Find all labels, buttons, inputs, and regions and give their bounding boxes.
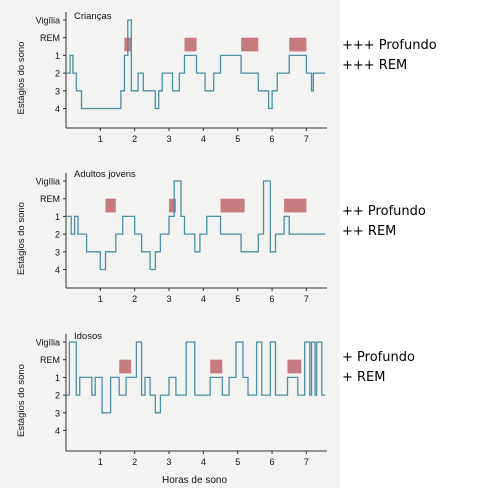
young-adults-y-tick-label: 1 [55,212,60,222]
children-y-tick-label: 3 [55,86,60,96]
children-y-tick-label: Vigília [36,16,60,26]
note-elderly-deep: + Profundo [342,350,415,365]
young-adults-hypnogram-line [66,180,326,271]
young-adults-y-tick-label: 3 [55,247,60,257]
elderly-y-tick-label: 3 [55,408,60,418]
young-adults-rem-block-1 [105,198,116,213]
elderly-x-tick-label: 2 [132,457,137,467]
elderly-x-axis-label: Horas de sono [162,475,227,486]
note-children-deep: +++ Profundo [342,38,437,53]
elderly-x-tick-label: 5 [235,457,240,467]
elderly-rem-block-3 [287,359,302,374]
elderly-y-tick-label: REM [40,355,60,365]
children-x-tick-label: 1 [98,134,103,144]
children-y-tick-label: 1 [55,51,60,61]
elderly-x-tick-label: 6 [270,457,275,467]
young-adults-x-tick-label: 3 [167,294,172,304]
elderly-rem-block-2 [210,359,223,374]
children-rem-block-4 [289,37,307,52]
young-adults-y-tick-label: REM [40,194,60,204]
children-x-tick-label: 6 [270,134,275,144]
elderly-hypnogram-line [66,341,326,414]
elderly-y-axis-label: Estágios do sono [16,364,27,437]
children-hypnogram-line [66,19,326,110]
elderly-x-tick-label: 3 [167,457,172,467]
elderly-panel-title: Idosos [74,331,102,342]
young-adults-x-tick-label: 2 [132,294,137,304]
children-x-tick-label: 2 [132,134,137,144]
children-x-tick-label: 4 [201,134,206,144]
elderly-y-tick-label: 1 [55,373,60,383]
young-adults-rem-block-3 [220,198,245,213]
young-adults-x-tick-label: 7 [304,294,309,304]
young-adults-y-tick-label: Vigília [36,177,60,187]
young-adults-rem-block-4 [284,198,307,213]
elderly-x-tick-label: 1 [98,457,103,467]
young-adults-x-tick-label: 5 [235,294,240,304]
elderly-x-tick-label: 4 [201,457,206,467]
children-y-tick-label: 4 [55,104,60,114]
note-young-adults-deep: ++ Profundo [342,204,426,219]
young-adults-x-tick-label: 1 [98,294,103,304]
elderly-y-tick-label: 4 [55,426,60,436]
chart-panel-background [0,0,340,488]
children-y-tick-label: REM [40,33,60,43]
children-y-axis-label: Estágios do sono [16,42,27,115]
note-young-adults-rem: ++ REM [342,224,397,239]
young-adults-y-tick-label: 4 [55,265,60,275]
elderly-rem-block-1 [119,359,132,374]
children-x-tick-label: 3 [167,134,172,144]
young-adults-panel-title: Adultos jovens [74,169,136,180]
elderly-y-tick-label: Vigília [36,338,60,348]
children-x-tick-label: 7 [304,134,309,144]
children-rem-block-3 [241,37,259,52]
note-children-rem: +++ REM [342,58,408,73]
children-rem-block-2 [184,37,197,52]
elderly-y-tick-label: 2 [55,391,60,401]
young-adults-x-tick-label: 4 [201,294,206,304]
young-adults-y-axis-label: Estágios do sono [16,202,27,275]
note-elderly-rem: + REM [342,370,386,385]
young-adults-rem-block-2 [169,198,176,213]
young-adults-y-tick-label: 2 [55,230,60,240]
children-panel-title: Crianças [74,11,112,22]
young-adults-x-tick-label: 6 [270,294,275,304]
children-y-tick-label: 2 [55,69,60,79]
elderly-x-tick-label: 7 [304,457,309,467]
children-x-tick-label: 5 [235,134,240,144]
